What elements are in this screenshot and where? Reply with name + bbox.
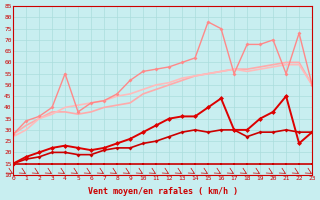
X-axis label: Vent moyen/en rafales ( km/h ): Vent moyen/en rafales ( km/h ) [88,187,237,196]
